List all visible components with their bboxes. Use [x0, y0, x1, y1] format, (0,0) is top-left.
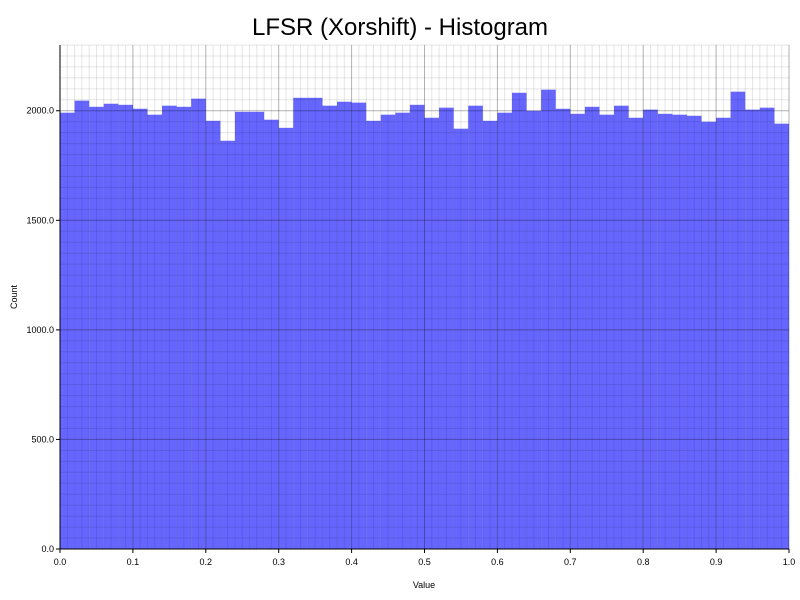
histogram-bar: [380, 114, 396, 550]
histogram-bar: [745, 109, 760, 549]
histogram-bar: [424, 117, 440, 549]
histogram-bar: [730, 91, 746, 550]
y-tick-label: 2000.0: [26, 106, 54, 116]
histogram-bar: [60, 112, 75, 549]
histogram-bar: [307, 97, 323, 550]
histogram-bar: [162, 105, 177, 549]
x-tick-label: 0.7: [564, 557, 577, 567]
grid: [59, 44, 790, 550]
y-ticks: 0.0 500.0 1000.0 1500.0 2000.0: [26, 106, 60, 554]
histogram-bar: [584, 106, 600, 549]
histogram-bar: [351, 102, 367, 550]
histogram-bar: [234, 111, 250, 550]
histogram-bar: [278, 127, 294, 550]
histogram-bar: [759, 107, 775, 550]
x-tick-label: 0.2: [200, 557, 213, 567]
histogram-bar: [264, 119, 279, 549]
histogram-bar: [205, 120, 221, 550]
histogram-bar: [176, 106, 192, 549]
x-tick-label: 0.1: [127, 557, 140, 567]
x-axis-label: Value: [413, 580, 435, 590]
x-tick-label: 0.0: [54, 557, 67, 567]
histogram-bar: [453, 128, 469, 549]
histogram-bar: [614, 105, 629, 549]
histogram-bar: [526, 110, 542, 549]
histogram-bar: [322, 105, 338, 549]
histogram-bar: [570, 113, 585, 550]
y-tick-label: 0.0: [41, 544, 54, 554]
histogram-bar: [293, 97, 308, 550]
x-tick-label: 0.5: [418, 557, 431, 567]
histogram-bar: [409, 104, 425, 550]
x-tick-label: 1.0: [783, 557, 796, 567]
histogram-bar: [439, 107, 454, 550]
y-tick-label: 500.0: [31, 434, 54, 444]
chart-title: LFSR (Xorshift) - Histogram: [252, 14, 548, 41]
histogram-bar: [701, 121, 717, 550]
histogram-bar: [716, 117, 731, 549]
histogram-bar: [672, 114, 687, 550]
histogram-bar: [497, 112, 512, 549]
histogram-bar: [132, 108, 148, 549]
histogram-bar: [191, 98, 206, 550]
histogram-bar: [147, 114, 163, 550]
histogram-bar: [74, 100, 90, 550]
bars: [60, 89, 789, 550]
histogram-bar: [103, 103, 119, 549]
histogram-bar: [686, 115, 702, 550]
x-ticks: 0.0 0.1 0.2 0.3 0.4 0.5 0.6 0.7 0.8 0.9 1.0: [54, 549, 796, 567]
histogram-bar: [220, 140, 235, 549]
histogram-bar: [555, 108, 571, 549]
histogram-bar: [774, 123, 789, 550]
y-tick-label: 1000.0: [26, 325, 54, 335]
y-tick-label: 1500.0: [26, 215, 54, 225]
y-axis-label: Count: [9, 285, 19, 310]
histogram-bar: [643, 109, 658, 549]
histogram-bar: [599, 114, 615, 550]
histogram-bar: [395, 112, 410, 549]
histogram-bar: [337, 101, 352, 549]
histogram-bar: [628, 117, 644, 549]
x-tick-label: 0.4: [345, 557, 358, 567]
x-tick-label: 0.8: [637, 557, 650, 567]
histogram-bar: [89, 106, 104, 549]
histogram-bar: [657, 113, 673, 550]
histogram-bar: [468, 105, 483, 549]
histogram-bar: [541, 89, 556, 549]
histogram-bar: [118, 104, 133, 550]
x-tick-label: 0.3: [272, 557, 285, 567]
histogram-bar: [482, 120, 498, 550]
x-tick-label: 0.6: [491, 557, 504, 567]
histogram-bar: [366, 120, 381, 550]
histogram-bar: [249, 111, 265, 550]
histogram-bar: [511, 92, 527, 549]
x-tick-label: 0.9: [710, 557, 723, 567]
